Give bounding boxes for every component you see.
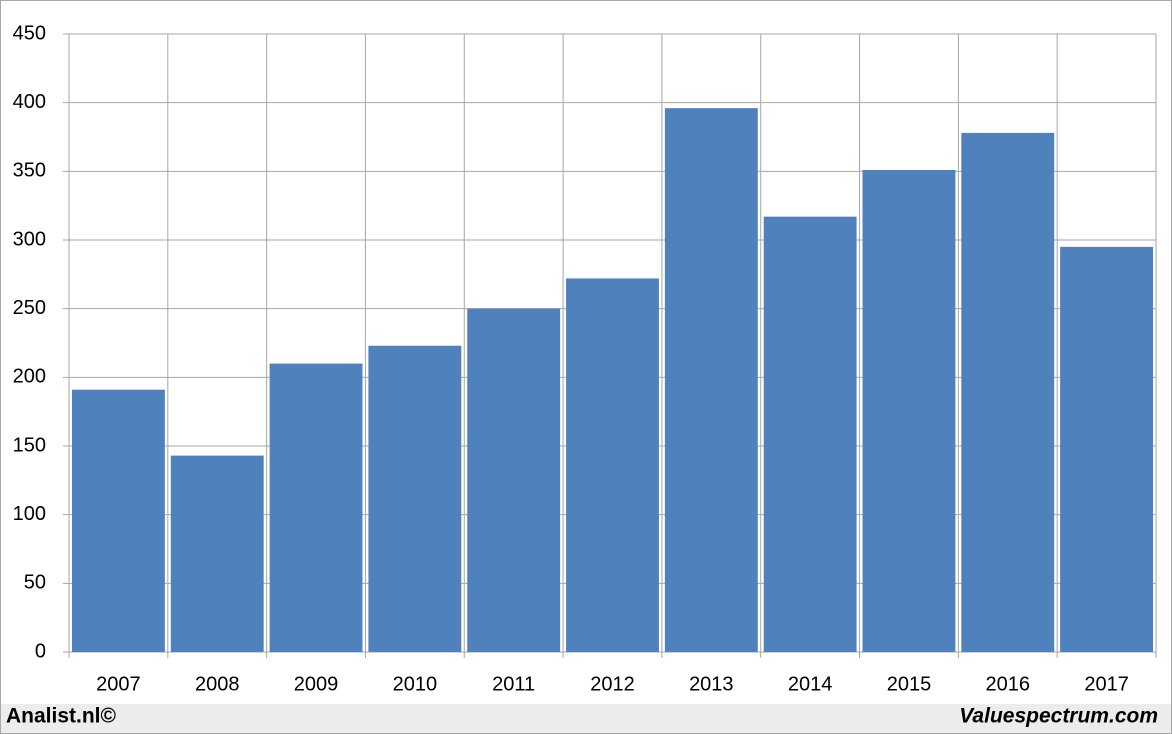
x-tick-label: 2009 (294, 673, 339, 695)
source-left: Analist.nl© (6, 705, 117, 728)
y-tick-label: 0 (35, 640, 46, 662)
x-tick-label: 2013 (689, 673, 734, 695)
bar (467, 308, 561, 652)
y-tick-label: 200 (13, 366, 46, 388)
y-tick-label: 100 (13, 503, 46, 525)
footer-band (1, 704, 1171, 733)
y-tick-label: 350 (13, 160, 46, 182)
y-tick-label: 400 (13, 91, 46, 113)
source-right: Valuespectrum.com (959, 705, 1158, 728)
y-tick-label: 50 (24, 572, 46, 594)
x-tick-label: 2011 (492, 673, 535, 695)
x-tick-label: 2016 (986, 673, 1031, 695)
x-tick-label: 2014 (788, 673, 833, 695)
bar (71, 389, 165, 652)
bar (566, 278, 659, 652)
y-tick-label: 450 (13, 22, 46, 44)
x-tick-label: 2017 (1084, 673, 1129, 695)
bar (269, 363, 363, 652)
y-tick-label: 300 (13, 228, 46, 250)
bar (763, 216, 857, 653)
bar (961, 132, 1055, 652)
x-tick-label: 2008 (195, 673, 240, 695)
bar (170, 455, 264, 652)
bar (368, 345, 462, 652)
x-tick-label: 2007 (96, 673, 141, 695)
x-tick-label: 2010 (393, 673, 438, 695)
x-tick-label: 2012 (590, 673, 635, 695)
y-tick-label: 150 (13, 434, 46, 456)
bar (664, 108, 758, 652)
bar (1060, 246, 1154, 652)
bar (862, 169, 956, 652)
y-tick-label: 250 (13, 297, 46, 319)
x-tick-label: 2015 (887, 673, 932, 695)
